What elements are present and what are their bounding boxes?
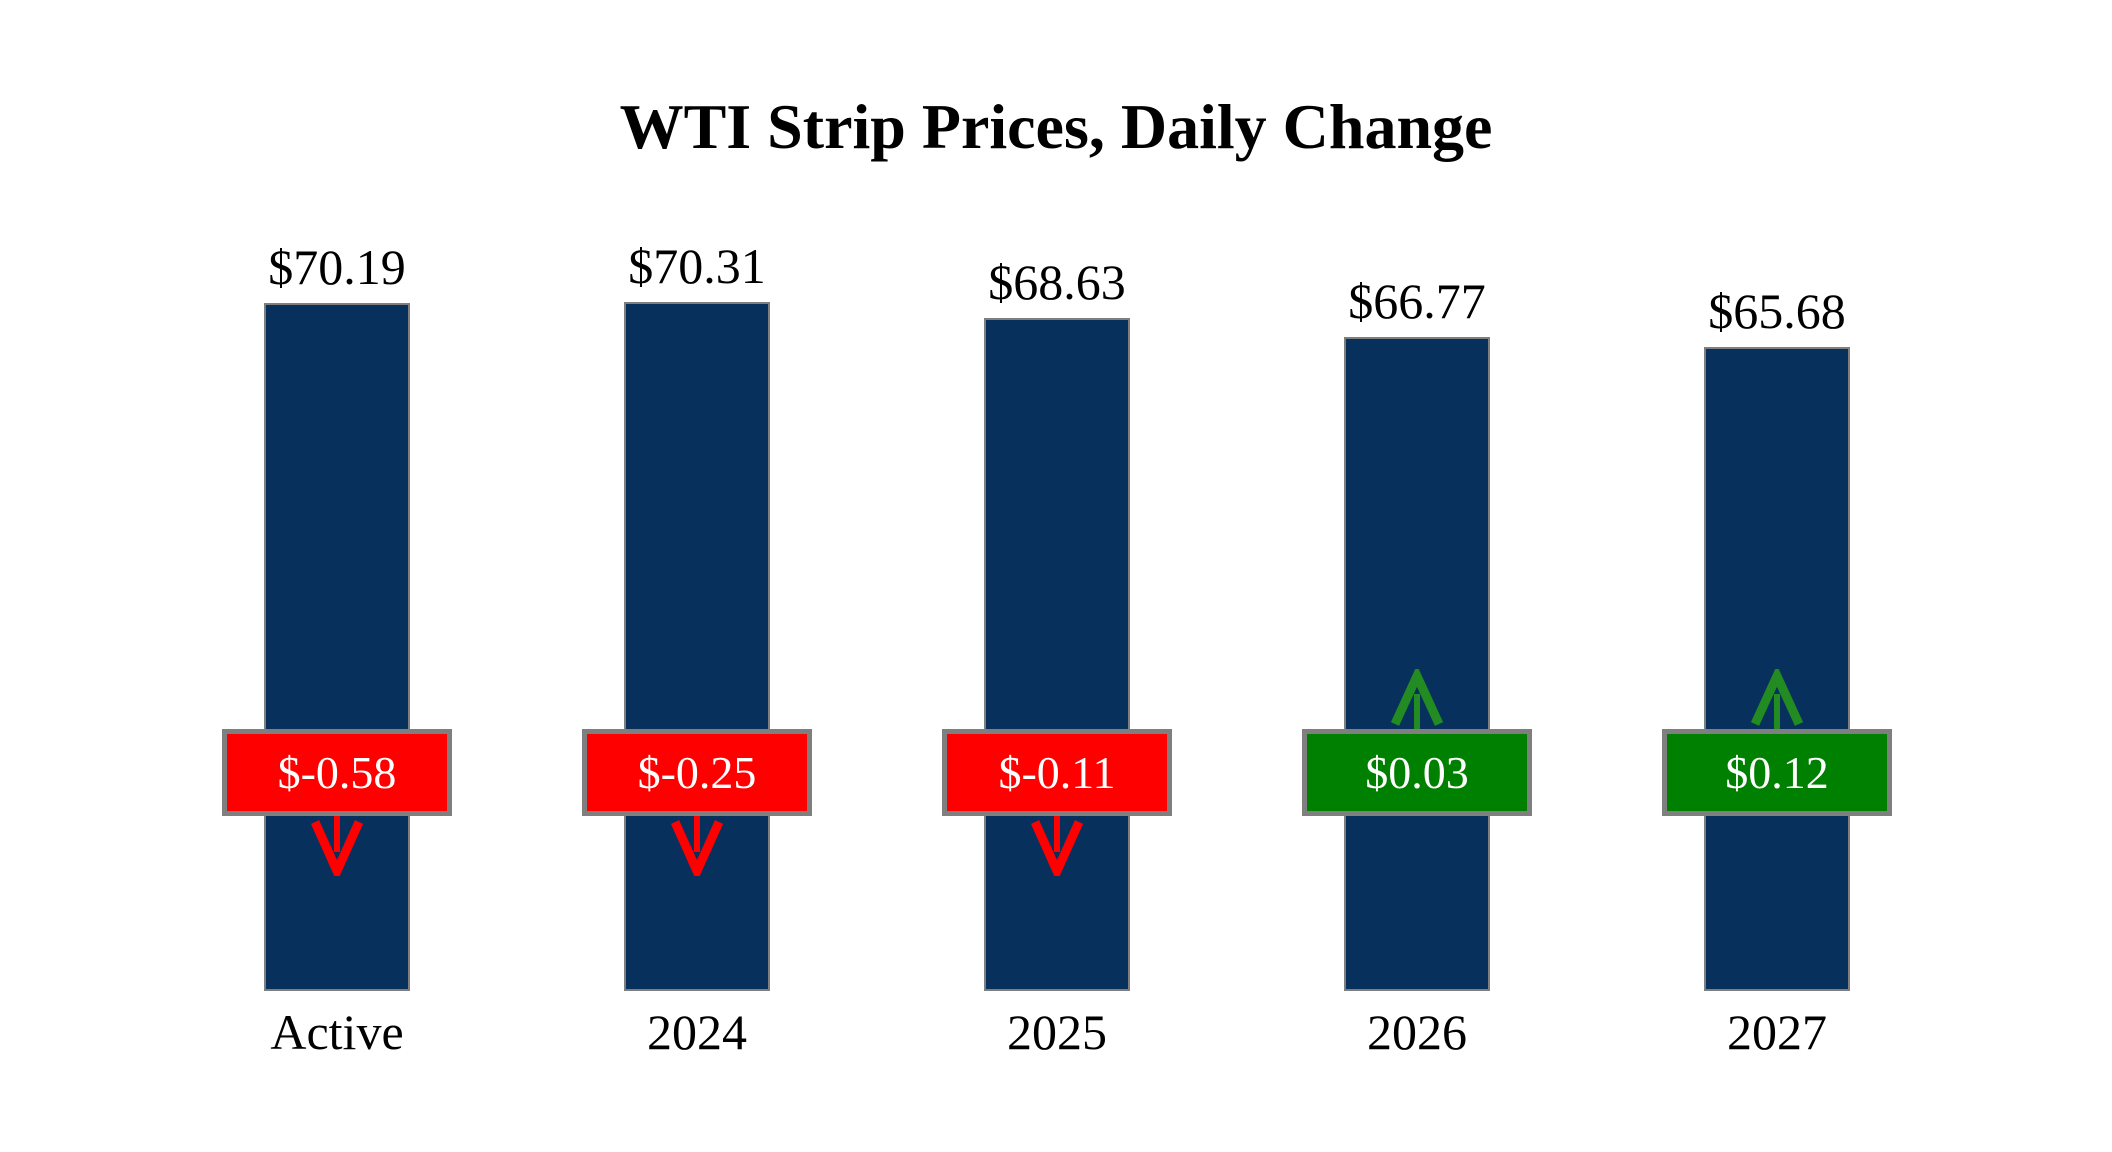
- category-label: 2027: [1727, 1004, 1827, 1060]
- price-bar: [984, 318, 1130, 991]
- arrow-down-icon: [670, 816, 724, 876]
- arrow-up-icon: [1390, 669, 1444, 729]
- change-badge: $-0.25: [582, 729, 812, 816]
- price-bar: [624, 302, 770, 991]
- change-badge: $0.03: [1302, 729, 1532, 816]
- category-label: 2024: [647, 1004, 747, 1060]
- price-label: $66.77: [1348, 273, 1486, 329]
- arrow-down-icon: [1030, 816, 1084, 876]
- chart-column: $65.68 $0.12 2027: [1597, 160, 1957, 1060]
- price-label: $70.31: [628, 238, 766, 294]
- change-badge: $-0.58: [222, 729, 452, 816]
- arrow-up-icon: [1750, 669, 1804, 729]
- chart-title: WTI Strip Prices, Daily Change: [619, 91, 1493, 162]
- chart-column: $70.31 $-0.25 2024: [517, 160, 877, 1060]
- chart-column: $68.63 $-0.11 2025: [877, 160, 1237, 1060]
- price-label: $70.19: [268, 239, 406, 295]
- arrow-down-icon: [310, 816, 364, 876]
- category-label: 2025: [1007, 1004, 1107, 1060]
- price-label: $68.63: [988, 254, 1126, 310]
- price-bar: [264, 303, 410, 991]
- change-badge: $-0.11: [942, 729, 1172, 816]
- chart-column: $66.77 $0.03 2026: [1237, 160, 1597, 1060]
- price-bar: [1344, 337, 1490, 991]
- category-label: Active: [270, 1004, 404, 1060]
- chart-column: $70.19 $-0.58 Active: [157, 160, 517, 1060]
- category-label: 2026: [1367, 1004, 1467, 1060]
- chart-columns: $70.19 $-0.58 Active $70.31 $-0.25 2024 …: [157, 160, 1957, 1060]
- change-badge: $0.12: [1662, 729, 1892, 816]
- price-label: $65.68: [1708, 283, 1846, 339]
